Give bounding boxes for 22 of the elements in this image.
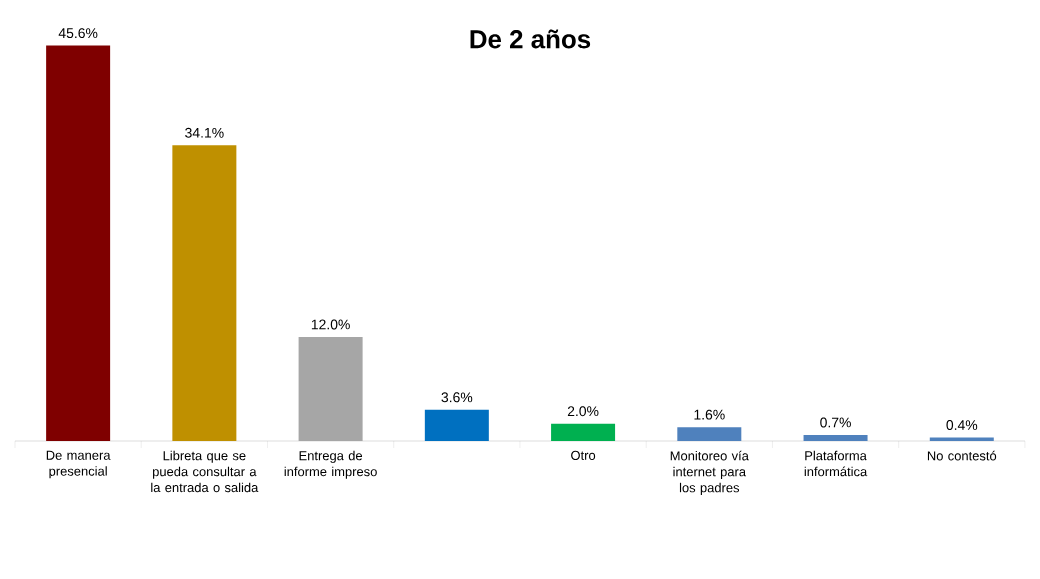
data-label: 0.7%: [820, 417, 851, 428]
data-label: 45.6%: [58, 28, 98, 39]
bar: [46, 45, 111, 441]
bar: [803, 434, 868, 441]
data-label: 3.6%: [441, 392, 473, 403]
x-tick-label: Monitoreo vía internet para los padres: [670, 450, 749, 495]
bar: [677, 427, 742, 441]
data-label: 12.0%: [311, 319, 350, 330]
x-tick-label: De manera presencial: [46, 450, 111, 479]
data-label: 1.6%: [694, 409, 725, 420]
bar: [551, 423, 616, 441]
bar: [172, 145, 237, 441]
x-tick-label: Plataforma informática: [804, 450, 868, 477]
data-label: 0.4%: [946, 420, 978, 431]
bar: [424, 409, 489, 441]
chart-title: De 2 años: [470, 29, 591, 49]
data-label: 2.0%: [567, 406, 599, 417]
x-tick-label: Entrega de informe impreso: [284, 450, 377, 479]
x-tick-label: Libreta que se pueda consultar a la entrada o salida: [151, 450, 259, 493]
x-tick-label: Otro: [571, 450, 596, 460]
data-label: 34.1%: [185, 127, 224, 138]
x-tick-label: No contestó: [927, 450, 997, 461]
